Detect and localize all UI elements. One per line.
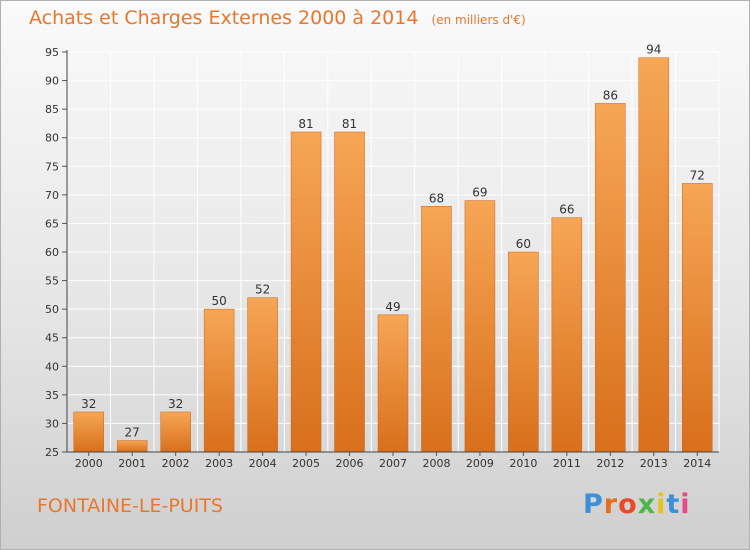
logo-letter: P <box>583 489 604 520</box>
logo-letter: r <box>603 489 619 520</box>
x-tick-label-2013: 2013 <box>640 457 668 470</box>
bar-2011 <box>551 217 583 453</box>
value-label-2004: 52 <box>255 283 270 297</box>
y-tick-label: 80 <box>45 132 59 145</box>
value-label-2007: 49 <box>385 300 400 314</box>
y-tick-label: 45 <box>45 332 59 345</box>
y-tick-label: 60 <box>45 246 59 259</box>
value-labels: 32 27 32 50 52 81 81 49 68 69 60 66 86 94 72 <box>81 43 705 440</box>
x-tick-label-2007: 2007 <box>379 457 407 470</box>
y-tick-label: 70 <box>45 189 59 202</box>
x-tick-label-2003: 2003 <box>205 457 233 470</box>
logo-letter: o <box>618 489 638 520</box>
bar-2002 <box>160 411 191 453</box>
value-label-2000: 32 <box>81 397 96 411</box>
x-tick-label-2006: 2006 <box>336 457 364 470</box>
proxiti-logo: Proxiti <box>583 489 691 520</box>
value-label-2014: 72 <box>690 168 705 182</box>
y-tick-label: 25 <box>45 446 59 459</box>
x-tick-label-2005: 2005 <box>292 457 320 470</box>
x-tick-label-2002: 2002 <box>162 457 190 470</box>
bar-2004 <box>247 297 278 453</box>
value-label-2013: 94 <box>646 43 661 57</box>
y-tick-label: 65 <box>45 217 59 230</box>
chart-subtitle: (en milliers d'€) <box>431 13 526 27</box>
value-label-2012: 86 <box>603 88 618 102</box>
bar-2008 <box>421 206 452 453</box>
logo-letter: i <box>680 489 691 520</box>
value-label-2001: 27 <box>125 426 140 440</box>
bar-2013 <box>638 57 670 453</box>
y-tick-label: 85 <box>45 103 59 116</box>
y-tick-label: 30 <box>45 417 59 430</box>
value-label-2003: 50 <box>211 294 226 308</box>
y-tick-label: 35 <box>45 389 59 402</box>
bar-2010 <box>508 251 539 453</box>
bar-2014 <box>682 183 713 453</box>
x-tick-label-2010: 2010 <box>509 457 537 470</box>
bar-2009 <box>464 200 496 453</box>
y-tick-label: 75 <box>45 160 59 173</box>
x-tick-label-2014: 2014 <box>683 457 711 470</box>
value-label-2008: 68 <box>429 191 444 205</box>
y-tick-label: 50 <box>45 303 59 316</box>
y-tick-label: 95 <box>45 46 59 59</box>
x-tick-label-2000: 2000 <box>75 457 103 470</box>
axes: 25 30 35 40 45 50 55 60 65 70 75 80 85 90 95 2000 2001 20… <box>45 46 719 470</box>
value-label-2006: 81 <box>342 117 357 131</box>
x-tick-label-2008: 2008 <box>422 457 450 470</box>
bar-2007 <box>377 314 409 453</box>
bar-2005 <box>290 131 322 453</box>
logo-letter: i <box>656 489 667 520</box>
x-tick-label-2011: 2011 <box>553 457 581 470</box>
value-label-2010: 60 <box>516 237 531 251</box>
bar-2001 <box>116 440 148 453</box>
title-row: Achats et Charges Externes 2000 à 2014 (… <box>29 7 526 29</box>
x-tick-label-2004: 2004 <box>249 457 277 470</box>
value-label-2005: 81 <box>298 117 313 131</box>
x-tick-label-2001: 2001 <box>118 457 146 470</box>
x-tick-label-2009: 2009 <box>466 457 494 470</box>
bar-2003 <box>203 308 235 453</box>
value-label-2009: 69 <box>472 186 487 200</box>
chart-title: Achats et Charges Externes 2000 à 2014 <box>29 7 419 29</box>
value-label-2011: 66 <box>559 203 574 217</box>
logo-letter: x <box>637 489 657 520</box>
commune-name: FONTAINE-LE-PUITS <box>37 495 223 517</box>
y-tick-label: 55 <box>45 275 59 288</box>
bar-2012 <box>595 103 626 453</box>
y-tick-label: 90 <box>45 75 59 88</box>
x-tick-label-2012: 2012 <box>596 457 624 470</box>
bars <box>73 57 713 453</box>
bar-2006 <box>334 131 365 453</box>
bar-2000 <box>73 411 104 453</box>
value-label-2002: 32 <box>168 397 183 411</box>
logo-letter: t <box>666 489 681 520</box>
y-tick-label: 40 <box>45 360 59 373</box>
